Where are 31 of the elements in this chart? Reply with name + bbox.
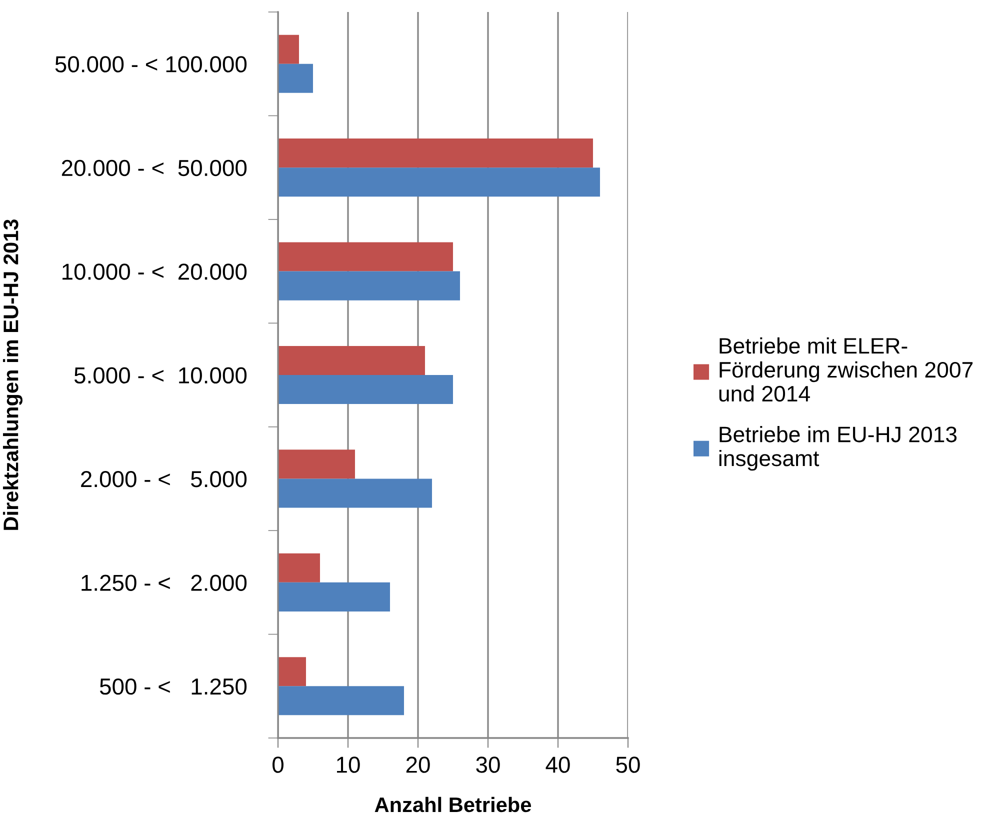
bar (278, 242, 453, 272)
y-tick-label: 500 - < 1.250 (100, 678, 247, 695)
y-tick-label: 10.000 - < 20.000 (62, 264, 247, 280)
y-tick-label: 20.000 - < 50.000 (62, 160, 247, 176)
bar (278, 138, 593, 168)
y-tick-label: 50.000 - < 100.000 (55, 56, 247, 72)
bar (278, 34, 299, 64)
bar (278, 553, 320, 582)
x-tick-label: 20 (406, 756, 430, 773)
x-tick-label: 50 (616, 756, 640, 773)
bar (278, 657, 306, 686)
x-tick-label: 10 (337, 756, 360, 773)
bar (278, 168, 600, 197)
x-axis-title: Anzahl Betriebe (374, 796, 532, 812)
bar (278, 346, 425, 375)
y-tick-label: 1.250 - < 2.000 (82, 574, 247, 591)
bar (278, 64, 313, 93)
x-tick-label: 40 (546, 756, 570, 773)
bar (278, 582, 390, 612)
y-axis-title: Direktzahlungen im EU-HJ 2013 (2, 219, 22, 530)
bar (278, 450, 355, 479)
y-tick-label: 5.000 - < 10.000 (74, 367, 247, 384)
x-tick-label: 0 (272, 756, 284, 773)
legend-label: Betriebe im EU-HJ 2013 insgesamt (719, 426, 957, 471)
bar (278, 686, 404, 716)
x-tick-label: 30 (476, 756, 500, 773)
y-tick-label: 2.000 - < 5.000 (81, 471, 247, 488)
bar (278, 478, 432, 508)
legend-label: Betriebe mit ELER- Förderung zwischen 2007 und 2014 (719, 337, 973, 402)
bar (278, 375, 453, 404)
bar (278, 271, 460, 300)
